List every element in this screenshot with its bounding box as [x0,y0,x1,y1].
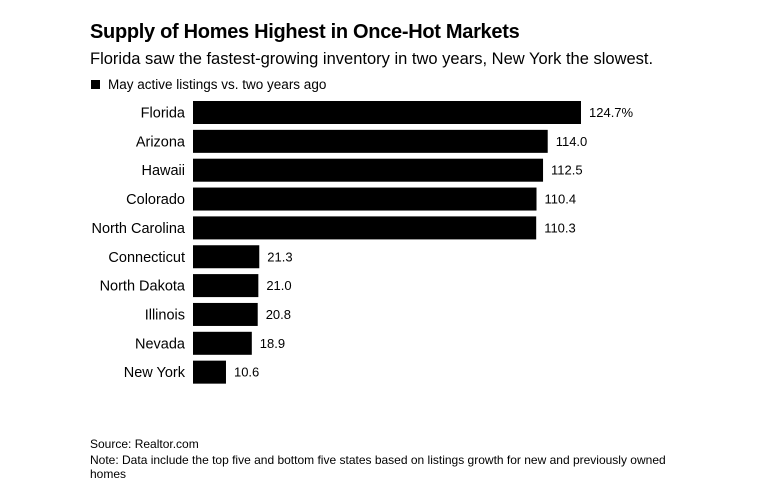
value-label: 21.3 [267,249,292,264]
category-label: Colorado [126,192,185,208]
category-label: North Carolina [92,221,186,237]
category-label: Illinois [145,307,185,323]
bar [193,101,581,124]
value-label: 21.0 [266,278,291,293]
legend: May active listings vs. two years ago [91,77,326,92]
note-text: Note: Data include the top five and bott… [90,453,666,481]
legend-label: May active listings vs. two years ago [108,77,327,92]
bar [193,187,537,211]
value-label: 18.9 [260,336,285,351]
value-label: 112.5 [551,163,583,178]
chart-subtitle: Florida saw the fastest-growing inventor… [90,50,654,68]
category-label: North Dakota [100,279,186,295]
category-label: Nevada [135,336,186,352]
bar [193,129,548,153]
bar [193,302,258,326]
value-label: 110.3 [544,220,576,235]
bar [193,216,537,240]
value-label: 10.6 [234,365,259,380]
category-label: Florida [141,106,186,122]
legend-swatch [91,80,100,89]
bar [193,360,226,384]
bar [193,331,252,355]
chart-title: Supply of Homes Highest in Once-Hot Mark… [90,21,520,43]
value-label: 124.7% [589,105,634,120]
value-label: 114.0 [556,134,588,149]
category-label: Arizona [136,134,186,150]
source-text: Source: Realtor.com [90,437,199,451]
bar [193,274,259,298]
category-label: Connecticut [108,250,185,266]
bar [193,245,260,269]
value-label: 110.4 [545,192,577,207]
value-label: 20.8 [266,307,291,322]
bar [193,158,544,182]
category-label: Hawaii [141,163,185,179]
category-label: New York [124,365,186,381]
